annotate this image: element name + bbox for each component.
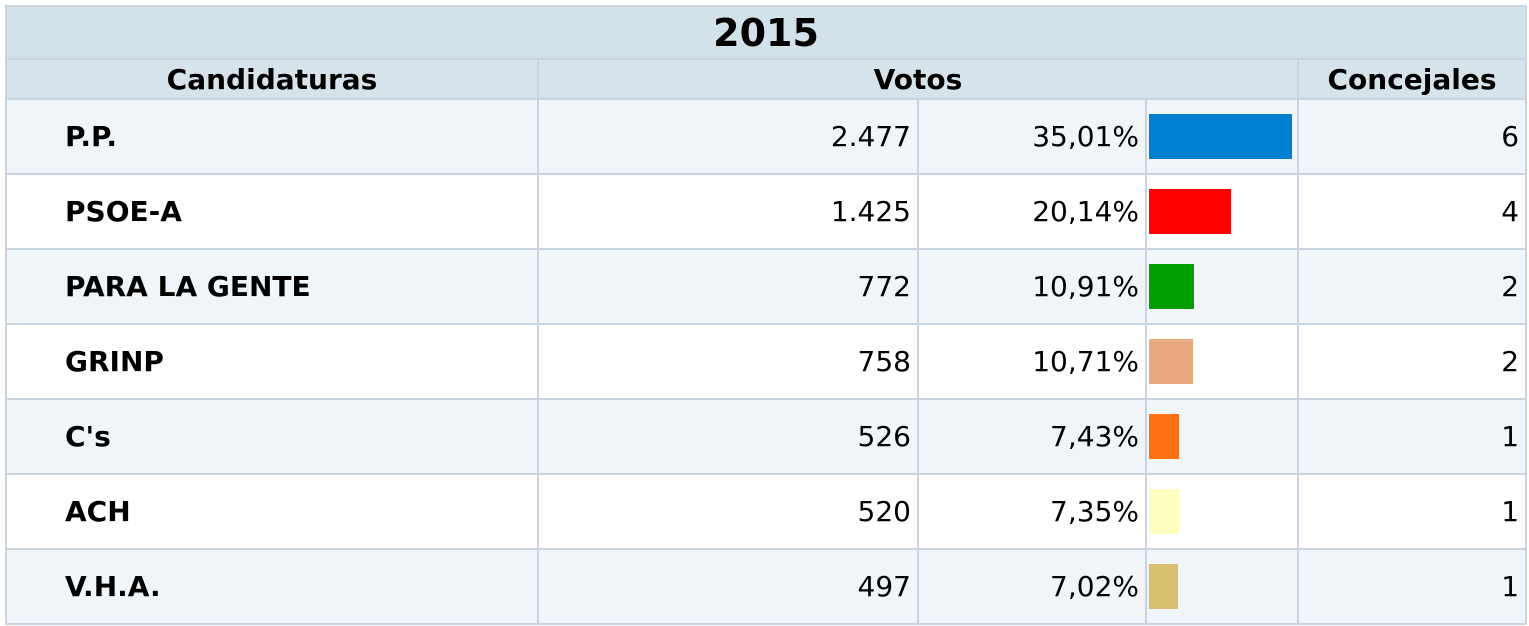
bar	[1149, 564, 1178, 609]
bar	[1149, 414, 1180, 459]
seats: 6	[1296, 98, 1528, 175]
header: Concejales	[1296, 58, 1528, 100]
table-title: 2015	[4, 5, 1528, 59]
votes: 772	[537, 248, 919, 325]
seats: 2	[1296, 248, 1528, 325]
party-name: GRINP	[5, 323, 539, 400]
bar-cell	[1145, 98, 1299, 175]
percent: 10,91%	[917, 248, 1147, 325]
bar	[1149, 189, 1232, 234]
row: ACH 520 7,35% 1	[5, 473, 1528, 550]
bar-cell	[1145, 473, 1299, 550]
bar-cell	[1145, 173, 1299, 250]
seats: 2	[1296, 323, 1528, 400]
percent: 35,01%	[917, 98, 1147, 175]
seats: 1	[1296, 398, 1528, 475]
percent: 7,35%	[917, 473, 1147, 550]
votes: 526	[537, 398, 919, 475]
bar-cell	[1145, 548, 1299, 625]
row: C's 526 7,43% 1	[5, 398, 1528, 475]
header: Votos	[537, 58, 1299, 100]
seats: 4	[1296, 173, 1528, 250]
results-table: 2015 Candidaturas Votos Concejales P.P. 2…	[4, 5, 1528, 625]
bar	[1149, 489, 1179, 534]
votes: 520	[537, 473, 919, 550]
votes: 497	[537, 548, 919, 625]
percent: 7,43%	[917, 398, 1147, 475]
bar	[1149, 114, 1292, 159]
votes: 758	[537, 323, 919, 400]
bar-cell	[1145, 248, 1299, 325]
header: Candidaturas	[5, 58, 539, 100]
row: V.H.A. 497 7,02% 1	[5, 548, 1528, 625]
seats: 1	[1296, 548, 1528, 625]
row: PSOE-A 1.425 20,14% 4	[5, 173, 1528, 250]
party-name: PARA LA GENTE	[5, 248, 539, 325]
percent: 7,02%	[917, 548, 1147, 625]
row: P.P. 2.477 35,01% 6	[5, 98, 1528, 175]
bar-cell	[1145, 398, 1299, 475]
party-name: V.H.A.	[5, 548, 539, 625]
bar	[1149, 264, 1194, 309]
party-name: C's	[5, 398, 539, 475]
row: PARA LA GENTE 772 10,91% 2	[5, 248, 1528, 325]
party-name: PSOE-A	[5, 173, 539, 250]
row: GRINP 758 10,71% 2	[5, 323, 1528, 400]
percent: 20,14%	[917, 173, 1147, 250]
votes: 1.425	[537, 173, 919, 250]
seats: 1	[1296, 473, 1528, 550]
percent: 10,71%	[917, 323, 1147, 400]
bar	[1149, 339, 1193, 384]
bar-cell	[1145, 323, 1299, 400]
votes: 2.477	[537, 98, 919, 175]
party-name: ACH	[5, 473, 539, 550]
party-name: P.P.	[5, 98, 539, 175]
